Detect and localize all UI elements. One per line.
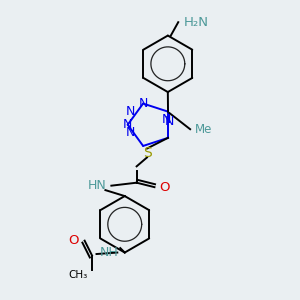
Text: S: S [143,146,152,160]
Text: N: N [123,118,132,131]
Text: O: O [159,181,169,194]
Text: Me: Me [195,123,212,136]
Text: CH₃: CH₃ [68,270,88,280]
Text: N: N [162,112,171,126]
Text: H₂N: H₂N [184,16,209,29]
Text: O: O [68,234,79,247]
Text: N: N [126,126,135,139]
Text: NH: NH [100,246,119,259]
Text: HN: HN [88,179,107,192]
Text: N: N [126,105,135,118]
Text: N: N [138,97,148,110]
Text: N: N [165,115,174,128]
